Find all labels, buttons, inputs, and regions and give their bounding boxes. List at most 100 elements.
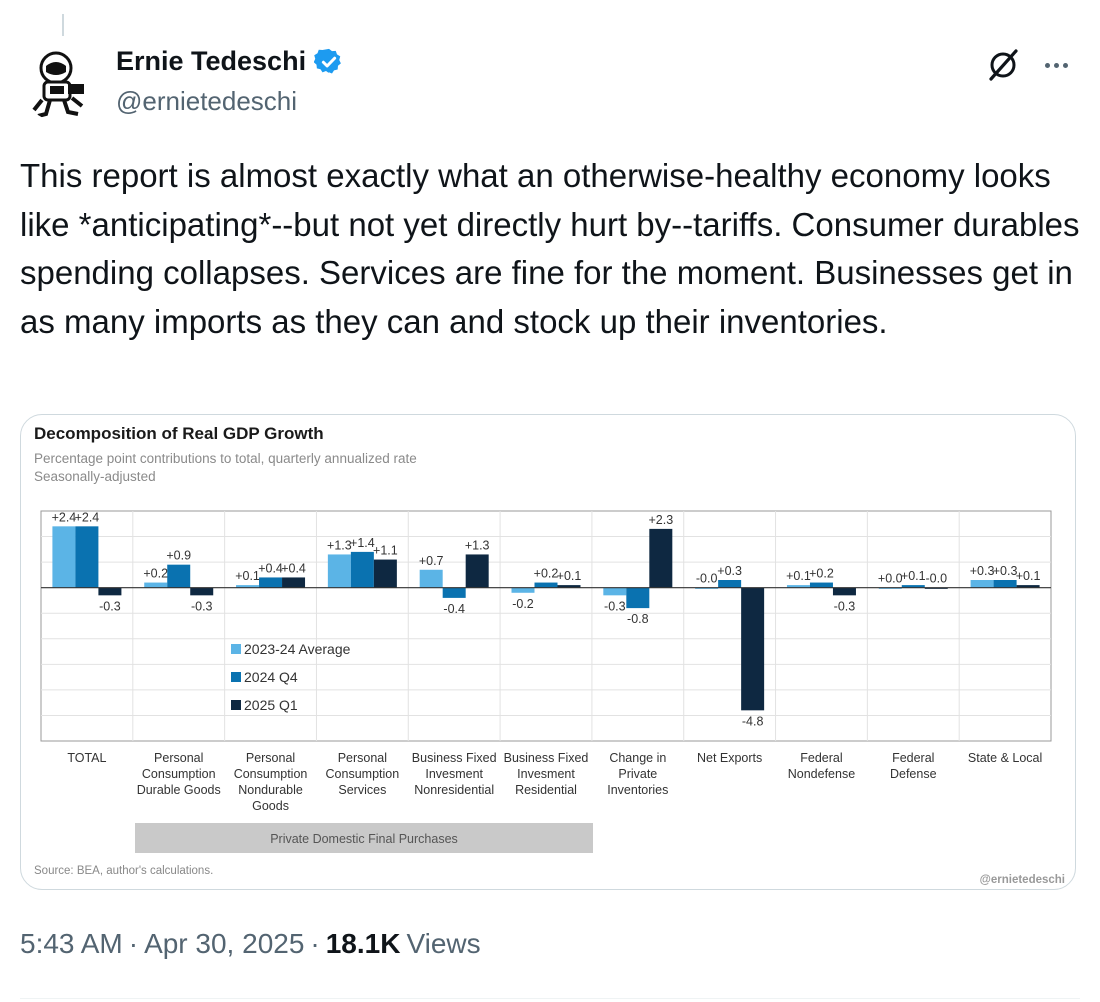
category-label: Personal: [154, 751, 203, 765]
bar: [786, 585, 810, 588]
category-label: Nonresidential: [414, 783, 494, 797]
category-label: Change in: [609, 751, 666, 765]
bar: [75, 526, 99, 588]
data-label: +1.3: [327, 538, 352, 552]
data-label: -0.3: [834, 599, 856, 613]
bar: [649, 528, 673, 588]
bar: [511, 587, 535, 593]
data-label: +0.1: [786, 569, 811, 583]
tweet-date[interactable]: Apr 30, 2025: [144, 928, 305, 959]
bar: [924, 587, 948, 589]
data-label: +0.2: [143, 567, 168, 581]
category-label: Nondurable: [238, 783, 303, 797]
views-label: Views: [406, 928, 481, 959]
author-avatar[interactable]: [20, 40, 102, 122]
category-label: Residential: [515, 783, 577, 797]
bar: [259, 577, 283, 588]
bars: [41, 526, 1051, 711]
bottom-divider: [20, 998, 1080, 999]
bar: [350, 551, 374, 588]
legend-label: 2023-24 Average: [244, 641, 351, 657]
bar: [695, 587, 719, 589]
bar: [832, 587, 856, 596]
data-label: -0.3: [604, 599, 626, 613]
bar: [282, 577, 306, 588]
tweet-text: This report is almost exactly what an ot…: [20, 157, 1089, 340]
astronaut-avatar-icon: [20, 40, 102, 122]
tweet-time[interactable]: 5:43 AM: [20, 928, 123, 959]
bar: [465, 554, 489, 588]
bar: [236, 585, 260, 588]
bar: [878, 587, 902, 589]
category-label: Consumption: [326, 767, 400, 781]
author-handle[interactable]: @ernietedeschi: [116, 86, 298, 116]
category-label: Personal: [338, 751, 387, 765]
grid-lines: [41, 511, 1051, 741]
separator-dot: ·: [128, 928, 139, 959]
category-label: Services: [338, 783, 386, 797]
data-label: +0.7: [419, 554, 444, 568]
category-label: Federal: [892, 751, 934, 765]
data-label: +0.1: [1016, 569, 1041, 583]
data-label: +0.1: [235, 569, 260, 583]
bracket-label: Private Domestic Final Purchases: [270, 832, 458, 846]
bar: [557, 585, 581, 588]
chart-title: Decomposition of Real GDP Growth: [34, 424, 324, 443]
grok-icon[interactable]: [986, 48, 1020, 82]
category-label: TOTAL: [67, 751, 106, 765]
data-label: -0.3: [99, 599, 121, 613]
data-label: +0.1: [557, 569, 582, 583]
author-name-text[interactable]: Ernie Tedeschi: [116, 46, 307, 76]
data-label: -0.3: [191, 599, 213, 613]
bar: [52, 526, 76, 588]
bar: [190, 587, 214, 596]
data-label: +0.3: [717, 564, 742, 578]
data-label: +0.3: [970, 564, 995, 578]
timestamp-row: 5:43 AM · Apr 30, 2025 · 18.1K Views: [20, 928, 481, 960]
category-label: Consumption: [234, 767, 308, 781]
category-label: Defense: [890, 767, 937, 781]
bar: [741, 587, 765, 711]
category-label: Nondefense: [788, 767, 855, 781]
data-label: -4.8: [742, 714, 764, 728]
bar: [419, 569, 443, 588]
bar: [144, 582, 168, 588]
more-options-icon[interactable]: [1038, 50, 1074, 80]
category-labels: TOTAL Personal Consumption Durable Goods Per…: [67, 751, 1042, 813]
category-label: State & Local: [968, 751, 1042, 765]
bar: [373, 559, 397, 588]
category-label: Business Fixed: [504, 751, 589, 765]
bar: [809, 582, 833, 588]
legend: 2023-24 Average 2024 Q4 2025 Q1: [231, 641, 351, 713]
data-label: +0.2: [534, 567, 559, 581]
data-label: +2.4: [52, 510, 77, 524]
category-label: Business Fixed: [412, 751, 497, 765]
data-label: +0.3: [993, 564, 1018, 578]
bar: [970, 580, 994, 588]
data-label: +0.4: [258, 561, 283, 575]
author-name[interactable]: Ernie Tedeschi: [116, 46, 344, 77]
data-label: +0.0: [878, 572, 903, 586]
gdp-chart: Decomposition of Real GDP Growth Percent…: [34, 424, 1065, 886]
legend-swatch: [231, 700, 241, 710]
data-label: +2.4: [75, 510, 100, 524]
legend-swatch: [231, 644, 241, 654]
data-labels: +2.4+0.2 +0.1+1.3+0.7-0.2 -0.3-0.0 +0.1 +0.0…: [52, 510, 1041, 728]
data-label: -0.2: [512, 597, 534, 611]
bracket-bar: [135, 823, 593, 853]
category-label: Goods: [252, 799, 289, 813]
bar: [901, 585, 925, 588]
bar: [98, 587, 122, 596]
data-label: +1.4: [350, 536, 375, 550]
data-label: +0.4: [281, 561, 306, 575]
category-label: Federal: [800, 751, 842, 765]
tweet-media-chart[interactable]: Decomposition of Real GDP Growth Percent…: [20, 414, 1076, 890]
bar: [167, 564, 191, 588]
plot-area: [40, 510, 1052, 742]
data-label: +1.3: [465, 538, 490, 552]
data-label: -0.0: [925, 572, 947, 586]
data-label: +0.9: [166, 549, 191, 563]
chart-subtitle: Percentage point contributions to total,…: [34, 451, 417, 466]
bar: [626, 587, 650, 609]
bar: [327, 554, 351, 588]
